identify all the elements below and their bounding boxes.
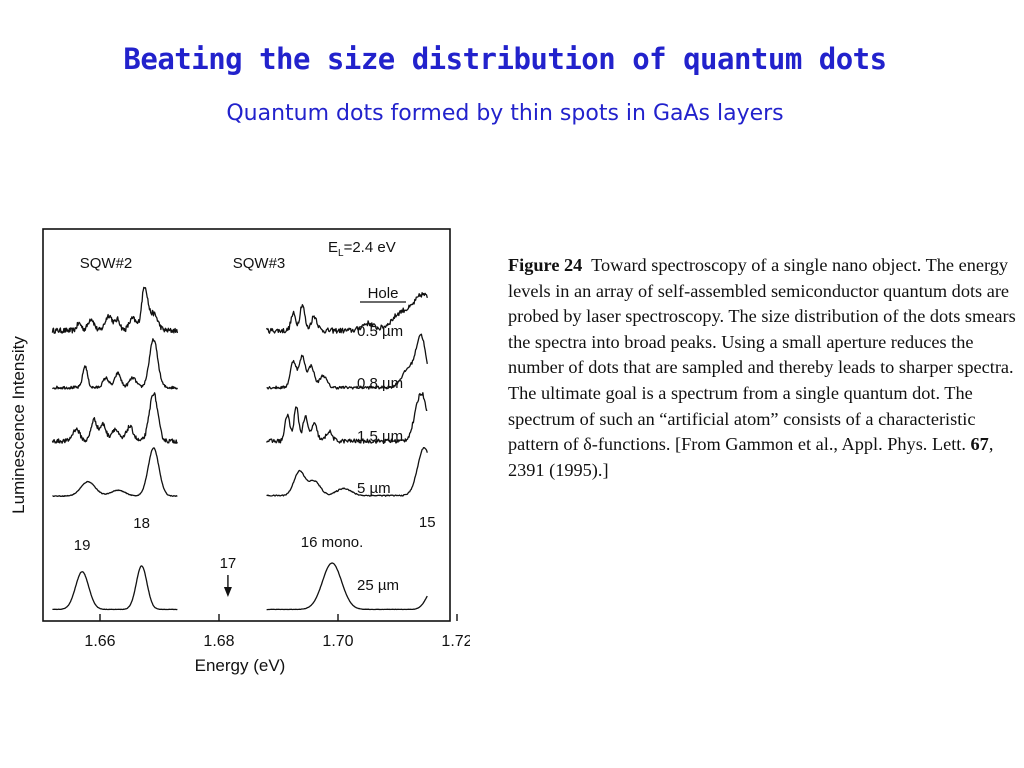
x-tick-label: 1.72: [441, 633, 470, 650]
spectrum-trace: [266, 562, 428, 611]
aperture-label: 0.5 µm: [357, 323, 403, 340]
excitation-energy-label: EL=2.4 eV: [328, 239, 396, 259]
y-axis-label: Luminescence Intensity: [9, 336, 28, 514]
figure-caption-label: Figure 24: [508, 255, 583, 275]
peak-labels: 19 18 16 mono. 15 17: [74, 514, 436, 597]
panel-label-sqw2: SQW#2: [80, 255, 133, 272]
peak-arrow-head: [223, 587, 232, 597]
figure-caption: Figure 24 Toward spectroscopy of a singl…: [508, 253, 1020, 483]
aperture-label: 5 µm: [357, 480, 391, 497]
peak-label: 16 mono.: [301, 534, 364, 551]
x-axis-label: Energy (eV): [195, 656, 286, 675]
aperture-label: 1.5 µm: [357, 428, 403, 445]
spectrum-trace: [266, 333, 428, 390]
x-tick-label: 1.68: [203, 633, 234, 650]
peak-label: 18: [133, 515, 150, 532]
slide-subtitle: Quantum dots formed by thin spots in GaA…: [226, 101, 784, 126]
x-tick-label: 1.70: [322, 633, 353, 650]
aperture-labels: 0.5 µm 0.8 µm 1.5 µm 5 µm 25 µm: [357, 323, 403, 594]
peak-label: 19: [74, 537, 91, 554]
spectrum-trace: [266, 392, 428, 444]
aperture-label: 25 µm: [357, 577, 399, 594]
x-tick-label: 1.66: [84, 633, 115, 650]
x-axis-ticks: 1.661.681.701.721.74: [84, 614, 470, 650]
spectrum-trace: [52, 565, 178, 611]
spectrum-trace: [52, 338, 178, 390]
figure-caption-text-end: , 2391 (1995).]: [508, 434, 994, 480]
spectrum-trace: [51, 392, 178, 444]
spectrum-trace: [51, 286, 179, 334]
peak-label: 15: [419, 514, 436, 531]
figure-caption-volume: 67: [970, 434, 989, 455]
aperture-label: 0.8 µm: [357, 375, 403, 392]
slide-title: Beating the size distribution of quantum…: [123, 42, 887, 76]
figure-caption-text: Toward spectroscopy of a single nano obj…: [508, 255, 1016, 455]
spectrum-trace: [266, 292, 428, 334]
panel-label-sqw3: SQW#3: [233, 255, 286, 272]
spectrum-trace: [52, 447, 178, 498]
hole-legend-title: Hole: [368, 285, 399, 302]
spectra-figure: Luminescence Intensity Energy (eV) EL=2.…: [9, 228, 470, 675]
peak-arrow-label: 17: [220, 555, 237, 572]
spectrum-trace: [266, 446, 428, 497]
plot-frame: [42, 228, 451, 622]
spectra-traces: [51, 286, 428, 611]
